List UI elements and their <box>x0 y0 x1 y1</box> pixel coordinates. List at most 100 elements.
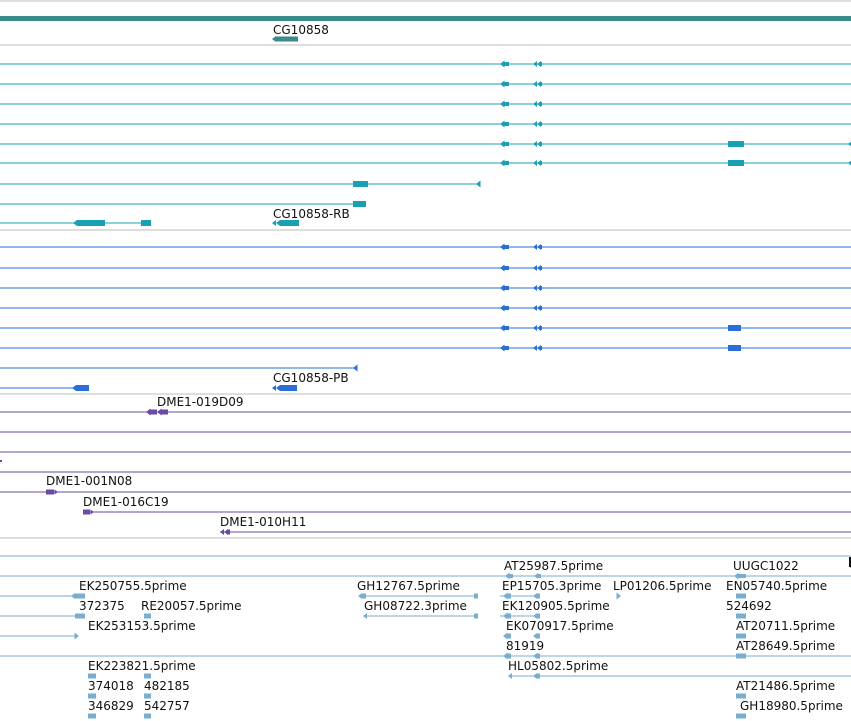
exon-block[interactable] <box>46 489 54 495</box>
exon-block[interactable] <box>504 286 509 290</box>
exon-block[interactable] <box>504 326 509 330</box>
exon-block[interactable] <box>540 161 542 165</box>
exon-block[interactable] <box>83 509 90 515</box>
exon-block[interactable] <box>227 529 230 535</box>
exon-block[interactable] <box>728 160 744 166</box>
exon-block[interactable] <box>728 141 744 147</box>
exon-block[interactable] <box>537 593 540 599</box>
exon-block[interactable] <box>504 82 509 86</box>
exon-block[interactable] <box>504 161 509 165</box>
exon-block[interactable] <box>540 102 542 106</box>
exon-block[interactable] <box>504 62 509 66</box>
exon-block[interactable] <box>736 653 746 659</box>
exon-block[interactable] <box>504 142 509 146</box>
feature-label[interactable]: RE20057.5prime <box>141 599 242 613</box>
feature-label[interactable]: 346829 <box>88 699 134 713</box>
exon-block[interactable] <box>509 574 513 578</box>
feature-label[interactable]: 542757 <box>144 699 190 713</box>
exon-block[interactable] <box>507 613 511 619</box>
exon-block[interactable] <box>736 693 746 699</box>
exon-block[interactable] <box>150 409 157 415</box>
gene-exon[interactable] <box>276 36 298 42</box>
feature-label[interactable]: 372375 <box>79 599 125 613</box>
feature-label[interactable]: 482185 <box>144 679 190 693</box>
exon-block[interactable] <box>353 201 366 207</box>
exon-block[interactable] <box>537 633 540 639</box>
feature-label[interactable]: CG10858-PB <box>273 371 349 385</box>
feature-label[interactable]: DME1-019D09 <box>157 395 244 409</box>
feature-label[interactable]: EK120905.5prime <box>502 599 610 613</box>
feature-label[interactable]: EN05740.5prime <box>726 579 827 593</box>
exon-block[interactable] <box>76 385 89 391</box>
exon-block[interactable] <box>144 693 151 699</box>
exon-block[interactable] <box>75 593 85 599</box>
exon-block[interactable] <box>537 613 540 619</box>
exon-block[interactable] <box>540 346 542 350</box>
exon-block[interactable] <box>353 181 368 187</box>
exon-block[interactable] <box>504 122 509 126</box>
exon-block[interactable] <box>736 613 746 619</box>
exon-block[interactable] <box>280 385 297 391</box>
feature-label[interactable]: AT25987.5prime <box>504 559 603 573</box>
feature-label[interactable]: UUGC1022 <box>733 559 799 573</box>
exon-block[interactable] <box>507 653 511 659</box>
exon-block[interactable] <box>736 633 746 639</box>
exon-block[interactable] <box>280 220 299 226</box>
exon-block[interactable] <box>474 613 478 619</box>
exon-block[interactable] <box>161 409 168 415</box>
exon-block[interactable] <box>540 326 542 330</box>
exon-block[interactable] <box>504 306 509 310</box>
exon-block[interactable] <box>728 325 741 331</box>
exon-block[interactable] <box>504 245 509 249</box>
exon-block[interactable] <box>736 713 746 719</box>
feature-label[interactable]: GH08722.3prime <box>364 599 467 613</box>
feature-label[interactable]: EK253153.5prime <box>88 619 196 633</box>
exon-block[interactable] <box>474 593 478 599</box>
exon-block[interactable] <box>88 713 96 719</box>
feature-label[interactable]: DME1-010H11 <box>220 515 306 529</box>
exon-block[interactable] <box>507 633 511 639</box>
exon-block[interactable] <box>538 574 541 578</box>
exon-block[interactable] <box>540 82 542 86</box>
feature-label[interactable]: 374018 <box>88 679 134 693</box>
exon-block[interactable] <box>540 266 542 270</box>
feature-label[interactable]: CG10858 <box>273 23 329 37</box>
exon-block[interactable] <box>144 673 151 679</box>
feature-label[interactable]: LP01206.5prime <box>613 579 712 593</box>
feature-label[interactable]: GH12767.5prime <box>357 579 460 593</box>
feature-label[interactable]: AT20711.5prime <box>736 619 835 633</box>
feature-label[interactable]: 81919 <box>506 639 544 653</box>
feature-label[interactable]: CG10858-RB <box>273 207 350 221</box>
feature-label[interactable]: EK070917.5prime <box>506 619 614 633</box>
exon-block[interactable] <box>540 245 542 249</box>
feature-label[interactable]: AT21486.5prime <box>736 679 835 693</box>
exon-block[interactable] <box>738 574 746 578</box>
exon-block[interactable] <box>144 713 151 719</box>
feature-label[interactable]: AT28649.5prime <box>736 639 835 653</box>
exon-block[interactable] <box>736 593 746 599</box>
exon-block[interactable] <box>362 593 366 599</box>
exon-block[interactable] <box>540 306 542 310</box>
feature-label[interactable]: GH18980.5prime <box>740 699 843 713</box>
exon-block[interactable] <box>88 673 96 679</box>
feature-label[interactable]: DME1-016C19 <box>83 495 169 509</box>
feature-label[interactable]: EP15705.3prime <box>502 579 601 593</box>
exon-block[interactable] <box>88 693 96 699</box>
exon-block[interactable] <box>0 460 2 462</box>
exon-block[interactable] <box>540 122 542 126</box>
exon-block[interactable] <box>75 613 85 619</box>
clipped-label-glyph[interactable] <box>849 557 851 567</box>
feature-label[interactable]: HL05802.5prime <box>508 659 608 673</box>
exon-block[interactable] <box>728 345 741 351</box>
exon-block[interactable] <box>537 673 540 679</box>
exon-block[interactable] <box>141 220 151 226</box>
exon-block[interactable] <box>540 286 542 290</box>
exon-block[interactable] <box>504 346 509 350</box>
feature-label[interactable]: EK223821.5prime <box>88 659 196 673</box>
feature-label[interactable]: 524692 <box>726 599 772 613</box>
exon-block[interactable] <box>537 653 540 659</box>
exon-block[interactable] <box>504 266 509 270</box>
exon-block[interactable] <box>144 613 151 619</box>
feature-label[interactable]: EK250755.5prime <box>79 579 187 593</box>
exon-block[interactable] <box>540 62 542 66</box>
